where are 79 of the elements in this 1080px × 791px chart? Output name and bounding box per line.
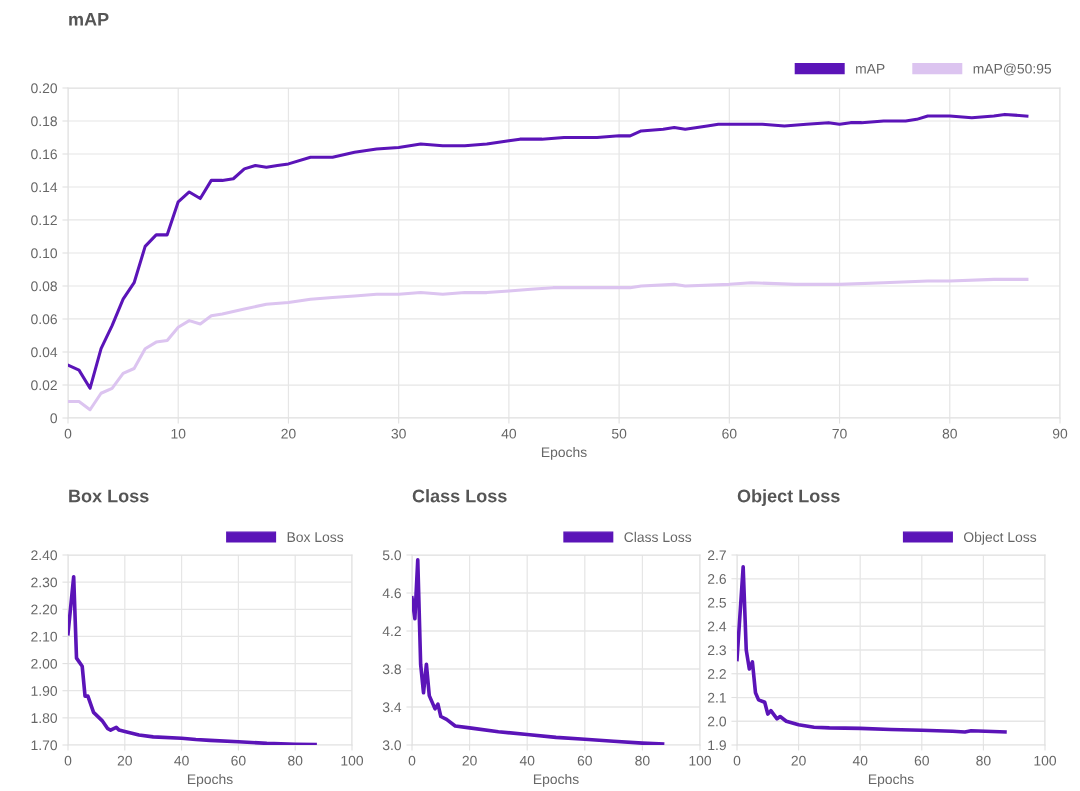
x-axis-title: Epochs bbox=[187, 773, 233, 787]
line-series bbox=[737, 565, 1007, 734]
x-tick-label: 20 bbox=[281, 428, 296, 439]
y-tick-label: 2.3 bbox=[707, 645, 726, 656]
x-tick-label: 20 bbox=[462, 755, 477, 766]
y-tick-label: 1.90 bbox=[31, 686, 58, 696]
y-tick-label: 0.16 bbox=[31, 149, 57, 160]
x-tick-label: 80 bbox=[288, 755, 303, 766]
x-tick-label: 80 bbox=[976, 755, 991, 766]
y-tick-label: 0.20 bbox=[31, 83, 58, 94]
line-series bbox=[68, 112, 1029, 390]
y-tick-label: 2.6 bbox=[707, 574, 726, 584]
y-tick-label: 2.20 bbox=[31, 604, 58, 615]
x-tick-label: 40 bbox=[174, 755, 189, 766]
y-tick-label: 2.40 bbox=[31, 550, 58, 561]
y-tick-label: 0.06 bbox=[31, 314, 57, 325]
x-tick-label: 100 bbox=[689, 755, 712, 766]
x-tick-label: 0 bbox=[64, 428, 72, 439]
chart-title: Class Loss bbox=[412, 489, 507, 503]
y-tick-label: 0.14 bbox=[31, 182, 58, 193]
x-axis-title: Epochs bbox=[541, 446, 587, 460]
line-series bbox=[68, 574, 317, 745]
line-series bbox=[68, 277, 1029, 412]
x-tick-label: 0 bbox=[733, 755, 741, 766]
x-tick-label: 10 bbox=[171, 428, 186, 439]
y-tick-label: 2.1 bbox=[707, 692, 726, 703]
chart-title: Object Loss bbox=[737, 489, 840, 506]
x-tick-label: 60 bbox=[577, 755, 592, 766]
y-tick-label: 1.9 bbox=[708, 740, 726, 751]
x-tick-label: 40 bbox=[501, 428, 517, 439]
legend-label: Object Loss bbox=[963, 531, 1037, 545]
y-tick-label: 4.6 bbox=[382, 588, 401, 599]
y-tick-label: 4.2 bbox=[382, 626, 401, 637]
x-tick-label: 70 bbox=[832, 428, 847, 439]
x-tick-label: 0 bbox=[64, 755, 72, 766]
y-tick-label: 2.0 bbox=[707, 716, 727, 727]
x-tick-label: 20 bbox=[791, 755, 806, 766]
x-tick-label: 80 bbox=[942, 428, 957, 439]
y-tick-label: 0.08 bbox=[31, 281, 57, 292]
y-tick-label: 1.80 bbox=[31, 713, 58, 724]
legend-label: mAP bbox=[856, 63, 885, 74]
chart-title: mAP bbox=[69, 13, 109, 26]
y-tick-label: 0 bbox=[50, 413, 58, 424]
x-tick-label: 30 bbox=[391, 428, 406, 439]
legend-label: Class Loss bbox=[624, 531, 692, 543]
x-tick-label: 40 bbox=[519, 755, 535, 766]
y-tick-label: 2.00 bbox=[31, 658, 58, 669]
y-tick-label: 2.5 bbox=[707, 597, 726, 608]
x-axis-title: Epochs bbox=[533, 773, 579, 787]
x-tick-label: 60 bbox=[722, 428, 737, 439]
x-tick-label: 60 bbox=[914, 755, 929, 766]
y-tick-label: 1.70 bbox=[31, 740, 58, 751]
y-tick-label: 2.4 bbox=[707, 621, 727, 632]
y-tick-label: 3.4 bbox=[382, 702, 402, 713]
x-tick-label: 90 bbox=[1052, 428, 1068, 439]
y-tick-label: 3.8 bbox=[382, 664, 401, 675]
x-tick-label: 40 bbox=[852, 755, 868, 766]
x-tick-label: 20 bbox=[117, 755, 132, 766]
y-tick-label: 2.10 bbox=[31, 631, 58, 642]
y-tick-label: 0.12 bbox=[31, 215, 57, 226]
x-tick-label: 50 bbox=[611, 428, 627, 439]
legend-label: mAP@50:95 bbox=[973, 63, 1052, 76]
y-tick-label: 3.0 bbox=[382, 740, 402, 751]
x-tick-label: 100 bbox=[341, 755, 364, 766]
chart-title: Box Loss bbox=[69, 489, 149, 503]
y-tick-label: 2.2 bbox=[707, 669, 726, 679]
y-tick-label: 0.04 bbox=[31, 347, 58, 358]
x-tick-label: 80 bbox=[635, 755, 650, 766]
y-tick-label: 5.0 bbox=[382, 550, 402, 561]
y-tick-label: 2.30 bbox=[31, 577, 58, 588]
x-axis-title: Epochs bbox=[868, 773, 914, 787]
y-tick-label: 0.10 bbox=[31, 248, 58, 259]
y-tick-label: 0.02 bbox=[31, 380, 57, 391]
y-tick-label: 0.18 bbox=[31, 116, 57, 127]
x-tick-label: 0 bbox=[408, 755, 416, 766]
x-tick-label: 100 bbox=[1034, 755, 1057, 766]
y-tick-label: 2.7 bbox=[707, 550, 726, 561]
x-tick-label: 60 bbox=[231, 755, 246, 766]
legend-label: Box Loss bbox=[287, 532, 344, 543]
